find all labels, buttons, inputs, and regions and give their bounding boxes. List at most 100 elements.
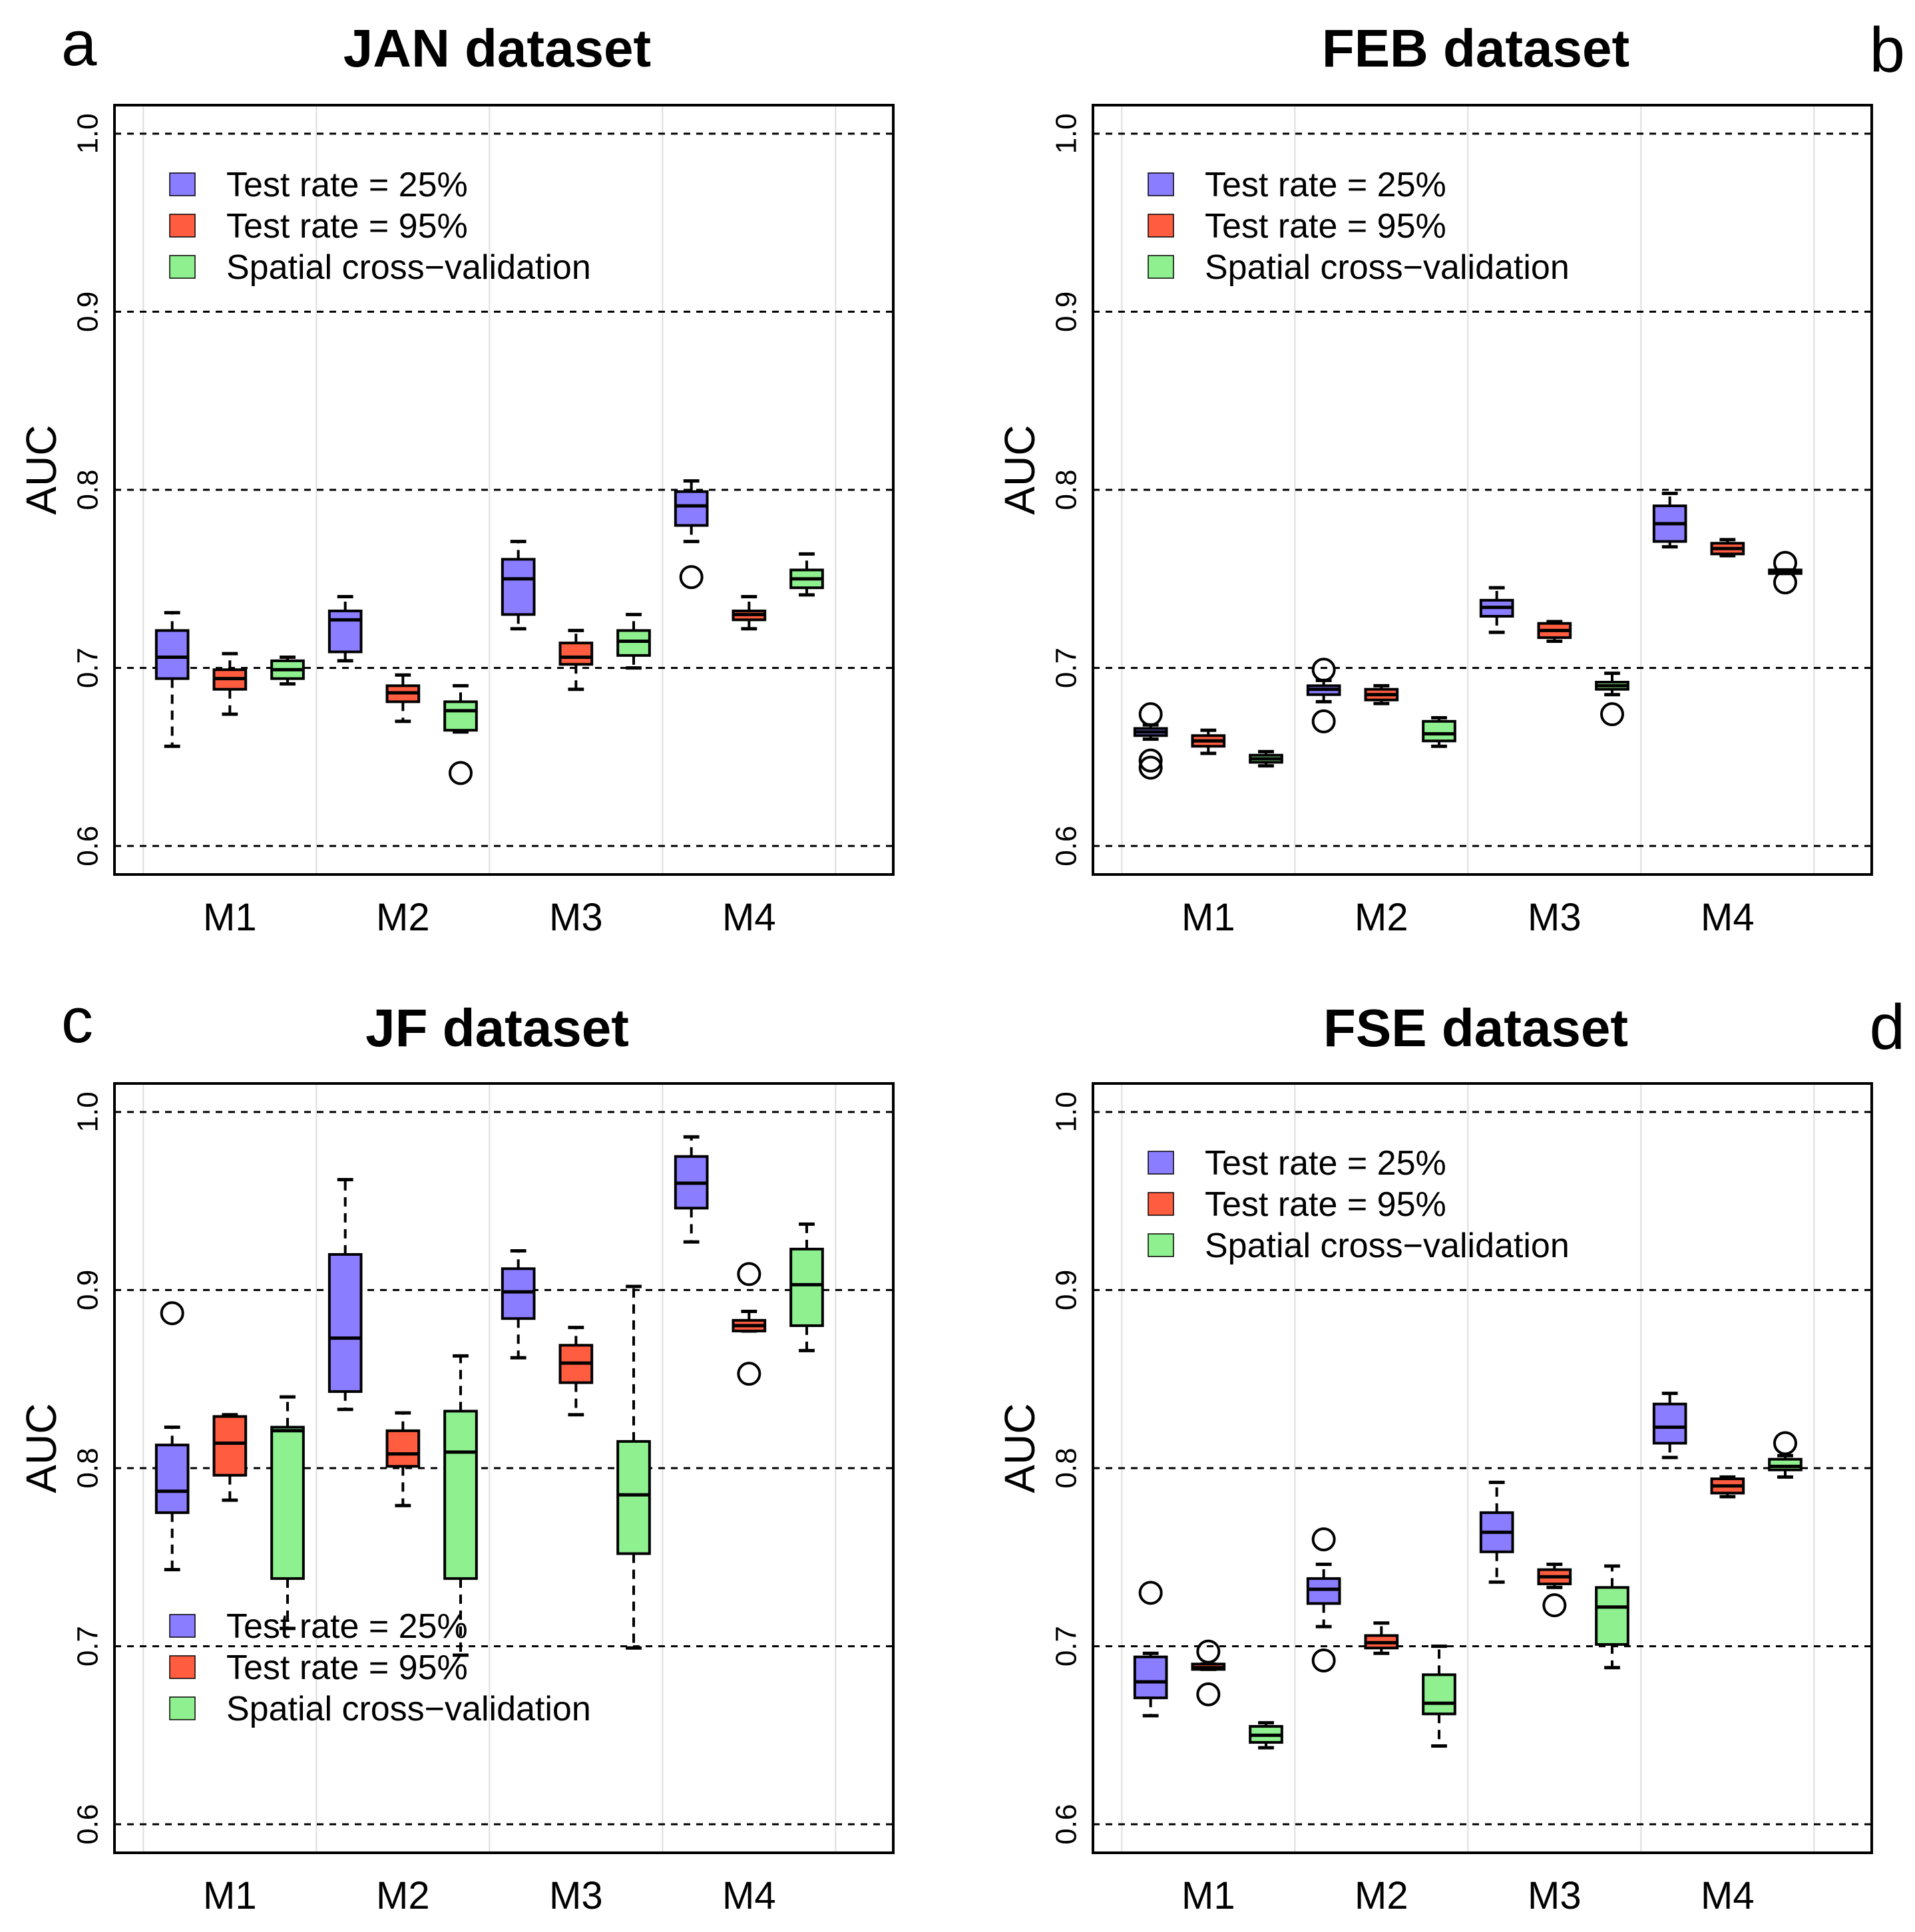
box-test-rate-25--m1	[154, 1301, 190, 1572]
outlier-point	[1138, 748, 1163, 773]
y-tick-label: 0.7	[1050, 1626, 1083, 1666]
chart-panel-d: 0.6 0.7 0.8 0.9 1.0 AUC M1 M2 M3 M4 Test rate = 25…	[996, 992, 1905, 1917]
legend-label: Test rate = 25%	[226, 1607, 468, 1646]
x-tick-label: M1	[203, 896, 257, 939]
box-test-rate-95--m3	[558, 628, 594, 691]
legend-swatch	[169, 255, 196, 279]
plot-frame	[1092, 1082, 1873, 1854]
legend-label: Test rate = 95%	[1205, 1185, 1446, 1224]
outlier-point	[160, 1301, 184, 1326]
box-test-rate-95--m4	[1710, 1475, 1745, 1499]
panel-letter: b	[1870, 15, 1905, 86]
plot-frame	[113, 1082, 895, 1854]
box-body	[327, 1253, 363, 1393]
box-test-rate-95--m3	[558, 1326, 594, 1417]
panel-letter: c	[61, 985, 93, 1056]
box-spatial-cross-validation-m2	[443, 683, 478, 785]
y-axis-label: AUC	[996, 425, 1044, 514]
box-spatial-cross-validation-m4	[1768, 1431, 1803, 1479]
outlier-point	[1196, 1639, 1221, 1664]
box-test-rate-25--m1	[1133, 1581, 1168, 1718]
box-test-rate-25--m1	[154, 611, 190, 748]
x-tick-label: M3	[1528, 896, 1582, 939]
box-body	[558, 642, 594, 666]
box-test-rate-25--m4	[674, 479, 709, 590]
chart-panel-c: 0.6 0.7 0.8 0.9 1.0 AUC M1 M2 M3 M4 Test rate = 25…	[17, 985, 895, 1917]
box-spatial-cross-validation-m1	[1249, 1721, 1283, 1750]
box-body	[270, 1426, 305, 1580]
y-tick-label: 0.7	[1050, 648, 1083, 688]
panel-letter: d	[1870, 992, 1905, 1063]
y-axis-label: AUC	[17, 425, 65, 514]
legend: Test rate = 25%Test rate = 95%Spatial cr…	[1148, 166, 1570, 287]
box-body	[1422, 1673, 1456, 1716]
y-tick-label: 0.8	[1050, 1448, 1083, 1488]
legend-swatch	[1148, 1233, 1174, 1257]
legend-label: Test rate = 95%	[1205, 207, 1446, 246]
x-tick-label: M3	[1528, 1874, 1582, 1917]
legend-label: Test rate = 25%	[226, 166, 468, 204]
box-test-rate-25--m1	[1133, 702, 1168, 780]
y-tick-label: 0.9	[1050, 1270, 1083, 1310]
outlier-point	[449, 761, 473, 785]
y-tick-label: 1.0	[1050, 113, 1083, 154]
outlier-point	[679, 565, 704, 590]
outlier-point	[737, 1362, 761, 1386]
chart-title: JF dataset	[365, 998, 629, 1058]
y-tick-label: 0.8	[1050, 469, 1083, 510]
box-test-rate-95--m2	[1364, 1621, 1399, 1655]
x-tick-label: M1	[203, 1874, 257, 1917]
box-test-rate-95--m4	[1710, 538, 1745, 558]
x-tick-label: M1	[1181, 1874, 1235, 1917]
x-tick-label: M1	[1181, 896, 1235, 939]
outlier-point	[1542, 1593, 1567, 1618]
box-spatial-cross-validation-m4	[789, 552, 824, 597]
box-body	[1768, 1457, 1803, 1471]
box-test-rate-95--m3	[1537, 620, 1572, 643]
chart-title: FSE dataset	[1323, 998, 1628, 1058]
box-test-rate-95--m1	[212, 1413, 248, 1502]
x-tick-label: M4	[1701, 1874, 1755, 1917]
box-body	[327, 609, 363, 654]
box-test-rate-25--m2	[1306, 1527, 1341, 1672]
legend-swatch	[1148, 255, 1174, 279]
plot-frame	[1092, 104, 1873, 876]
box-spatial-cross-validation-m4	[1768, 550, 1803, 595]
legend-swatch	[1148, 172, 1174, 196]
y-tick-label: 0.6	[1050, 1804, 1083, 1845]
outlier-point	[1600, 702, 1624, 727]
x-tick-label: M2	[376, 1874, 430, 1917]
x-tick-label: M4	[722, 896, 776, 939]
box-test-rate-95--m4	[732, 1262, 767, 1386]
x-tick-label: M3	[549, 896, 603, 939]
box-spatial-cross-validation-m4	[789, 1222, 824, 1352]
box-test-rate-25--m2	[327, 595, 363, 663]
legend-swatch	[1148, 214, 1174, 238]
outlier-point	[1773, 1431, 1797, 1455]
outlier-point	[1138, 1581, 1163, 1605]
legend-swatch	[169, 1614, 196, 1638]
box-test-rate-25--m2	[327, 1178, 363, 1412]
outlier-point	[1773, 570, 1797, 595]
outlier-point	[1311, 1648, 1336, 1672]
box-body	[1306, 1577, 1341, 1605]
y-axis-label: AUC	[17, 1403, 65, 1493]
x-tick-label: M2	[1355, 896, 1408, 939]
legend-label: Spatial cross−validation	[1205, 1227, 1570, 1265]
box-test-rate-95--m1	[212, 652, 248, 716]
outlier-point	[1773, 550, 1797, 575]
y-tick-label: 0.8	[72, 469, 105, 510]
box-body	[1595, 1586, 1629, 1646]
box-test-rate-25--m3	[1479, 586, 1514, 634]
box-spatial-cross-validation-m2	[443, 1354, 478, 1657]
outlier-point	[1311, 1527, 1336, 1552]
legend-swatch	[169, 172, 196, 196]
box-body	[616, 629, 651, 657]
box-body	[1652, 1402, 1687, 1445]
box-spatial-cross-validation-m1	[270, 656, 305, 686]
y-tick-label: 0.6	[72, 1804, 105, 1845]
box-test-rate-95--m2	[385, 1411, 421, 1507]
x-tick-label: M2	[1355, 1874, 1408, 1917]
y-tick-label: 0.9	[72, 291, 105, 332]
